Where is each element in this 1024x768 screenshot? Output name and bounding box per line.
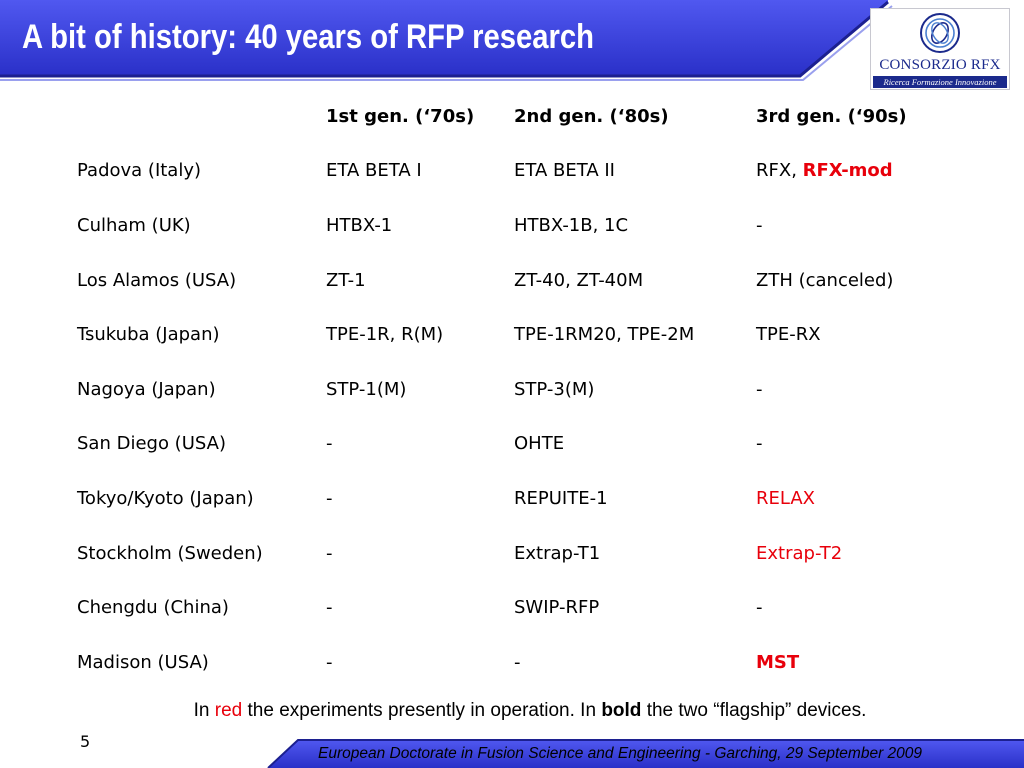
cell-gen3-value: RFX-mod [802,160,893,182]
table-row: Madison (USA) - - MST [70,635,949,690]
cell-gen3: RELAX [749,471,949,526]
table-row: Stockholm (Sweden) - Extrap-T1 Extrap-T2 [70,526,949,581]
cell-gen2: OHTE [514,433,565,455]
cell-gen3: - [749,580,949,635]
cell-site: Culham (UK) [77,214,191,236]
cell-gen3: TPE-RX [749,307,949,362]
cell-gen3: - [749,417,949,472]
cell-gen2: SWIP-RFP [514,597,600,619]
table-row: Tokyo/Kyoto (Japan) - REPUITE-1 RELAX [70,471,949,526]
note-red-word: red [214,700,243,721]
cell-gen1: - [326,597,333,619]
cell-site: Madison (USA) [77,651,209,673]
header-gen1: 1st gen. (‘70s) [326,105,475,127]
table-row: Tsukuba (Japan) TPE-1R, R(M) TPE-1RM20, TP… [70,307,949,362]
cell-gen3: - [749,362,949,417]
cell-gen3-value: MST [756,651,800,673]
cell-site: San Diego (USA) [77,433,226,455]
consorzio-rfx-logo: CONSORZIO RFX Ricerca Formazione Innovaz… [870,8,1010,90]
header-gen3: 3rd gen. (‘90s) [756,105,907,127]
cell-gen2: HTBX-1B, 1C [514,214,629,236]
cell-gen3-value: ZTH (canceled) [756,269,894,291]
cell-site: Tsukuba (Japan) [77,324,220,346]
cell-gen1: - [326,487,333,509]
cell-gen3-value: - [756,214,763,236]
cell-gen3: - [749,198,949,253]
footer-bar [267,739,1024,768]
rfp-history-table: 1st gen. (‘70s) 2nd gen. (‘80s) 3rd gen.… [70,89,949,690]
table-header-row: 1st gen. (‘70s) 2nd gen. (‘80s) 3rd gen.… [70,89,949,144]
header-gen2: 2nd gen. (‘80s) [514,105,669,127]
cell-gen1: ZT-1 [326,269,366,291]
note-part3: the two “flagship” devices. [641,700,867,721]
page-number: 5 [80,732,91,751]
cell-gen3-value: - [756,433,763,455]
cell-gen2: Extrap-T1 [514,542,601,564]
cell-gen3-value: Extrap-T2 [756,542,843,564]
cell-gen2: ZT-40, ZT-40M [514,269,644,291]
cell-gen3: ZTH (canceled) [749,253,949,308]
cell-gen3-value: - [756,597,763,619]
cell-gen3-value: TPE-RX [756,324,821,346]
title-banner [0,0,893,81]
table-row: Chengdu (China) - SWIP-RFP - [70,580,949,635]
cell-site: Chengdu (China) [77,597,229,619]
note-part1: In [193,700,215,721]
cell-gen3-value: RELAX [756,487,815,509]
cell-gen2: REPUITE-1 [514,487,608,509]
cell-site: Stockholm (Sweden) [77,542,263,564]
cell-gen1: - [326,651,333,673]
table-row: San Diego (USA) - OHTE - [70,417,949,472]
legend-note: In red the experiments presently in oper… [0,700,1024,722]
note-bold-word: bold [601,700,642,721]
cell-gen3-prefix: RFX, [756,160,803,182]
table-row: Culham (UK) HTBX-1 HTBX-1B, 1C - [70,198,949,253]
cell-site: Padova (Italy) [77,160,202,182]
cell-gen3-value: - [756,378,763,400]
slide-title: A bit of history: 40 years of RFP resear… [22,18,594,56]
cell-gen2: STP-3(M) [514,378,595,400]
rfx-emblem-icon [920,13,960,53]
cell-gen2: - [514,651,521,673]
cell-gen1: ETA BETA I [326,160,422,182]
cell-gen3: Extrap-T2 [749,526,949,581]
cell-gen3: RFX, RFX-mod [749,144,949,199]
cell-gen1: STP-1(M) [326,378,407,400]
table-row: Los Alamos (USA) ZT-1 ZT-40, ZT-40M ZTH (ca… [70,253,949,308]
cell-gen3: MST [749,635,949,690]
footer-text: European Doctorate in Fusion Science and… [318,745,923,762]
logo-name: CONSORZIO RFX [879,57,1001,73]
cell-gen2: ETA BETA II [514,160,615,182]
header-site [70,89,319,144]
cell-site: Tokyo/Kyoto (Japan) [77,487,254,509]
cell-site: Nagoya (Japan) [77,378,216,400]
cell-gen1: - [326,542,333,564]
cell-gen1: TPE-1R, R(M) [326,324,444,346]
cell-site: Los Alamos (USA) [77,269,237,291]
cell-gen1: HTBX-1 [326,214,393,236]
table-row: Padova (Italy) ETA BETA I ETA BETA II RFX, … [70,144,949,199]
logo-subtitle: Ricerca Formazione Innovazione [873,76,1007,88]
cell-gen1: - [326,433,333,455]
note-part2: the experiments presently in operation. … [242,700,602,721]
table-row: Nagoya (Japan) STP-1(M) STP-3(M) - [70,362,949,417]
cell-gen2: TPE-1RM20, TPE-2M [514,324,695,346]
